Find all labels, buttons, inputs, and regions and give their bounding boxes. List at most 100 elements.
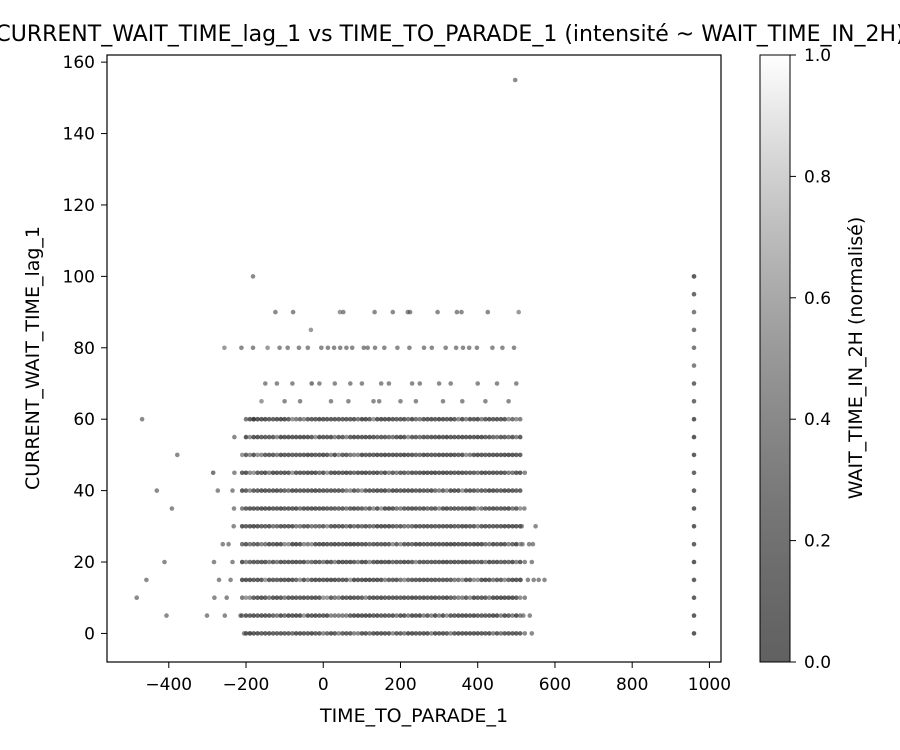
scatter-point: [348, 541, 353, 547]
scatter-point: [467, 434, 473, 440]
scatter-point: [305, 631, 311, 636]
scatter-point: [336, 541, 342, 547]
scatter-point: [386, 631, 392, 636]
scatter-point: [432, 595, 438, 600]
scatter-point: [324, 541, 330, 547]
scatter-point: [522, 470, 528, 476]
y-tick-label: 40: [73, 482, 95, 502]
scatter-point: [475, 524, 481, 529]
scatter-point: [691, 488, 697, 493]
scatter-point: [432, 613, 438, 618]
scatter-point: [444, 452, 450, 458]
scatter-point: [282, 613, 287, 618]
scatter-point: [378, 452, 384, 458]
scatter-point: [239, 541, 245, 547]
scatter-point: [274, 434, 280, 440]
scatter-point: [375, 488, 380, 493]
scatter-point: [351, 613, 357, 618]
scatter-point: [266, 541, 272, 547]
scatter-point: [363, 577, 369, 583]
scatter-point: [417, 613, 423, 618]
scatter-point: [348, 613, 353, 618]
scatter-point: [429, 452, 434, 458]
scatter-point: [255, 524, 260, 529]
scatter-point: [371, 488, 376, 493]
scatter-point: [436, 524, 442, 529]
scatter-point: [452, 506, 457, 511]
scatter-point: [382, 613, 388, 618]
scatter-point: [432, 416, 438, 422]
scatter-point: [506, 452, 511, 458]
scatter-point: [367, 488, 372, 493]
y-tick-label: 20: [73, 553, 95, 573]
scatter-point: [305, 452, 311, 458]
scatter-point: [301, 416, 307, 422]
scatter-point: [517, 488, 523, 493]
scatter-point: [371, 524, 376, 529]
scatter-point: [440, 488, 446, 493]
scatter-point: [514, 595, 519, 600]
scatter-point: [348, 470, 353, 476]
scatter-point: [440, 434, 446, 440]
scatter-point: [251, 488, 256, 493]
scatter-point: [502, 470, 508, 476]
scatter-point: [301, 577, 307, 583]
scatter-point: [452, 631, 457, 636]
scatter-point: [517, 416, 523, 422]
scatter-point: [522, 595, 528, 600]
scatter-point: [175, 452, 180, 458]
scatter-point: [448, 506, 454, 511]
scatter-point: [255, 416, 260, 422]
scatter-point: [230, 488, 235, 493]
scatter-point: [390, 488, 396, 493]
scatter-point: [443, 345, 449, 351]
scatter-point: [691, 524, 697, 529]
scatter-point: [239, 345, 244, 351]
scatter-point: [460, 577, 465, 583]
scatter-point: [436, 452, 442, 458]
scatter-point: [274, 631, 280, 636]
scatter-point: [317, 416, 322, 422]
scatter-point: [359, 416, 365, 422]
scatter-point: [421, 524, 427, 529]
scatter-point: [340, 488, 345, 493]
scatter-point: [471, 631, 477, 636]
scatter-point: [394, 613, 399, 618]
scatter-point: [371, 541, 376, 547]
scatter-point: [494, 381, 500, 386]
scatter-point: [402, 488, 407, 493]
scatter-point: [282, 559, 287, 565]
scatter-point: [371, 470, 376, 476]
scatter-point: [494, 559, 500, 565]
scatter-point: [421, 541, 427, 547]
scatter-point: [386, 524, 392, 529]
scatter-point: [255, 506, 260, 511]
scatter-point: [531, 577, 536, 583]
scatter-point: [255, 434, 260, 440]
scatter-point: [518, 577, 523, 583]
scatter-point: [432, 488, 438, 493]
scatter-point: [255, 559, 260, 565]
scatter-point: [475, 559, 481, 565]
scatter-point: [344, 524, 349, 529]
scatter-point: [421, 506, 427, 511]
scatter-point: [144, 577, 149, 583]
scatter-point: [266, 506, 272, 511]
scatter-point: [517, 470, 523, 476]
scatter-point: [340, 541, 345, 547]
scatter-point: [429, 631, 434, 636]
scatter-point: [282, 416, 287, 422]
scatter-point: [402, 613, 407, 618]
scatter-point: [355, 541, 361, 547]
scatter-point: [243, 452, 249, 458]
scatter-point: [301, 506, 307, 511]
scatter-point: [506, 541, 511, 547]
scatter-point: [527, 613, 533, 618]
scatter-point: [409, 470, 415, 476]
scatter-point: [440, 506, 446, 511]
scatter-point: [413, 541, 419, 547]
scatter-point: [460, 416, 465, 422]
scatter-point: [463, 613, 469, 618]
scatter-point: [232, 470, 237, 476]
scatter-point: [409, 416, 415, 422]
